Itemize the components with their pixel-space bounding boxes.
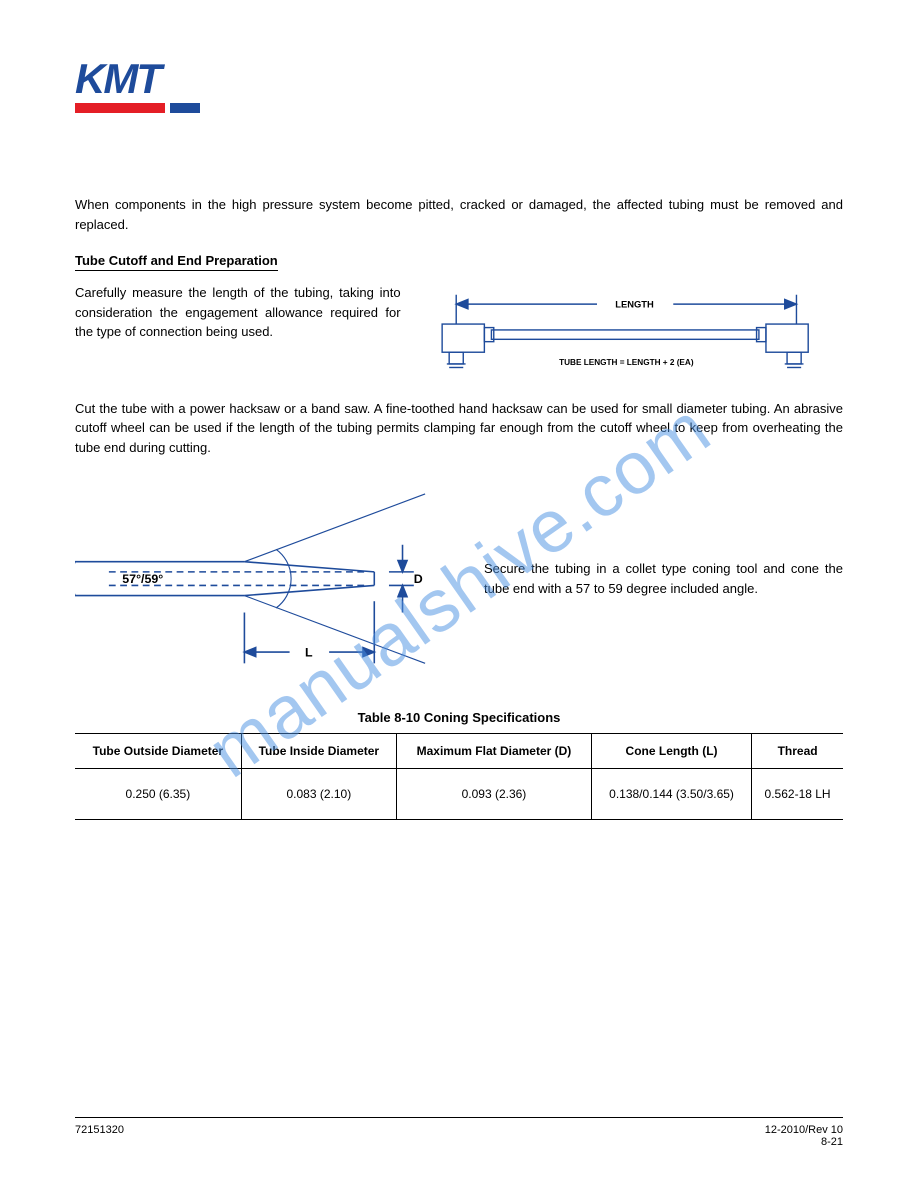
col-header: Cone Length (L) [591,734,751,769]
col-header: Thread [752,734,843,769]
table-header-row: Tube Outside Diameter Tube Inside Diamet… [75,734,843,769]
tube-length-diagram: LENGTH TUBE LENGTH = LENGTH + 2 (EA) [421,283,843,389]
col-header: Tube Inside Diameter [241,734,396,769]
angle-label: 57°/59° [122,572,163,586]
footer-page-number: 8-21 [765,1136,843,1148]
tube-length-label: TUBE LENGTH = LENGTH + 2 (EA) [559,358,694,367]
table-cell: 0.093 (2.36) [396,769,591,820]
dim-d-label: D [414,572,423,586]
cut-paragraph: Cut the tube with a power hacksaw or a b… [75,399,843,458]
table-title: Table 8-10 Coning Specifications [75,710,843,725]
cone-instruction: Secure the tubing in a collet type conin… [459,559,843,598]
table-cell: 0.250 (6.35) [75,769,241,820]
table-cell: 0.138/0.144 (3.50/3.65) [591,769,751,820]
footer-revision: 12-2010/Rev 10 [765,1124,843,1136]
dim-l-label: L [305,646,313,660]
section-heading: Tube Cutoff and End Preparation [75,253,278,271]
table-row: 0.250 (6.35) 0.083 (2.10) 0.093 (2.36) 0… [75,769,843,820]
footer-doc-number: 72151320 [75,1124,124,1148]
brand-logo: KMT [75,55,215,125]
intro-paragraph: When components in the high pressure sys… [75,195,843,234]
page-footer: 72151320 12-2010/Rev 10 8-21 [75,1117,843,1148]
table-cell: 0.562-18 LH [752,769,843,820]
table-cell: 0.083 (2.10) [241,769,396,820]
col-header: Maximum Flat Diameter (D) [396,734,591,769]
length-label: LENGTH [615,300,654,310]
cone-diagram: 57°/59° D L [75,477,459,680]
col-header: Tube Outside Diameter [75,734,241,769]
svg-text:KMT: KMT [75,55,165,102]
length-instruction: Carefully measure the length of the tubi… [75,283,421,342]
coning-spec-table: Tube Outside Diameter Tube Inside Diamet… [75,733,843,820]
